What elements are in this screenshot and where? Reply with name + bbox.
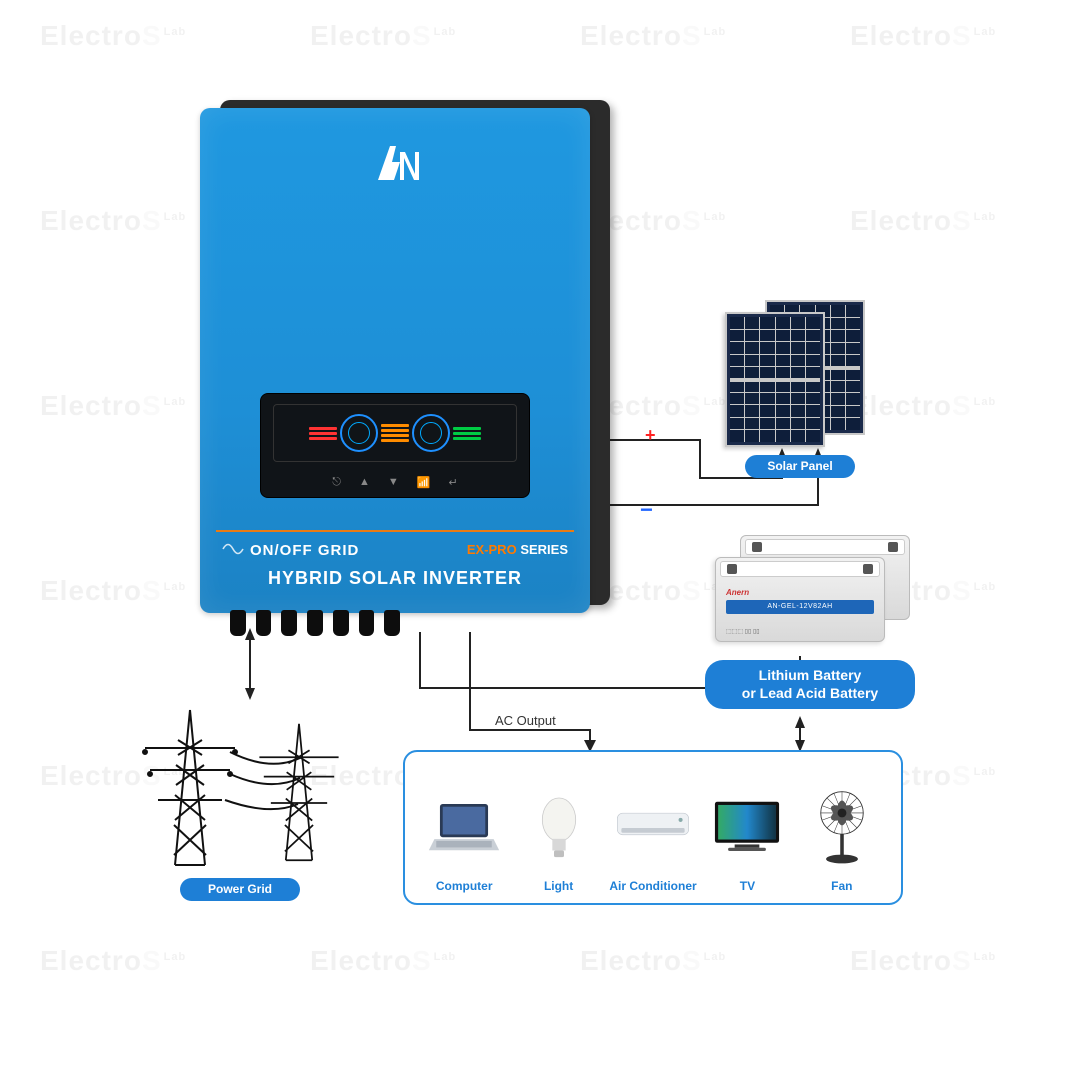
battery-brand: Anern xyxy=(726,588,749,597)
onoff-grid-label: ON/OFF GRID xyxy=(250,542,359,559)
inverter: ⎋ ▲ ▼ 📶 ↵ ON/OFF GRID EX-PRO SERIES HYBR… xyxy=(200,100,600,630)
polarity-plus: + xyxy=(645,425,656,446)
battery-spec: ⬚⬚⬚ ▯▯ ▯▯ xyxy=(726,628,760,635)
solar-panel-icon xyxy=(725,312,825,447)
inverter-front-panel: ⎋ ▲ ▼ 📶 ↵ ON/OFF GRID EX-PRO SERIES HYBR… xyxy=(200,108,590,613)
inverter-display: ⎋ ▲ ▼ 📶 ↵ xyxy=(260,393,530,498)
series-prefix: EX-PRO xyxy=(467,542,517,557)
diagram-stage: ElectroSLabElectroSLabElectroSLabElectro… xyxy=(0,0,1080,1080)
inverter-connectors xyxy=(230,610,400,638)
fan-icon xyxy=(805,783,879,873)
lightbulb-icon xyxy=(522,783,596,873)
power-grid xyxy=(130,700,360,870)
load-fan: Fan xyxy=(795,783,889,893)
load-label: Fan xyxy=(831,879,852,893)
load-label: TV xyxy=(740,879,755,893)
loads-panel: Computer Light xyxy=(403,750,903,905)
sine-wave-icon xyxy=(222,540,244,558)
battery-label-line1: Lithium Battery xyxy=(759,667,862,683)
batteries: Anern AN-GEL-12V82AH ⬚⬚⬚ ▯▯ ▯▯ xyxy=(715,535,915,655)
hybrid-inverter-label: HYBRID SOLAR INVERTER xyxy=(200,568,590,589)
btn-down-icon: ▼ xyxy=(388,476,399,489)
series-suffix: SERIES xyxy=(520,542,568,557)
battery-icon: Anern AN-GEL-12V82AH ⬚⬚⬚ ▯▯ ▯▯ xyxy=(715,557,885,642)
load-label: Air Conditioner xyxy=(609,879,696,893)
btn-up-icon: ▲ xyxy=(359,476,370,489)
load-tv: TV xyxy=(700,783,794,893)
power-grid-label: Power Grid xyxy=(180,878,300,901)
btn-wifi-icon: 📶 xyxy=(417,476,431,489)
air-conditioner-icon xyxy=(616,783,690,873)
battery-label: Lithium Battery or Lead Acid Battery xyxy=(705,660,915,709)
btn-enter-icon: ↵ xyxy=(448,476,457,489)
display-readout xyxy=(273,404,517,462)
brand-logo-icon xyxy=(370,138,420,188)
btn-esc-icon: ⎋ xyxy=(332,476,341,489)
display-buttons: ⎋ ▲ ▼ 📶 ↵ xyxy=(261,476,529,489)
ac-output-label: AC Output xyxy=(495,713,556,728)
series-label: EX-PRO SERIES xyxy=(467,542,568,557)
load-label: Light xyxy=(544,879,573,893)
tv-icon xyxy=(710,783,784,873)
load-label: Computer xyxy=(436,879,493,893)
transmission-tower-icon xyxy=(130,700,360,870)
solar-panel-label: Solar Panel xyxy=(745,455,855,478)
load-light: Light xyxy=(511,783,605,893)
battery-model: AN-GEL-12V82AH xyxy=(726,600,874,614)
load-ac: Air Conditioner xyxy=(606,783,700,893)
inverter-divider xyxy=(216,530,574,532)
solar-panels xyxy=(725,300,880,460)
polarity-minus: − xyxy=(640,497,653,523)
battery-label-line2: or Lead Acid Battery xyxy=(742,685,878,701)
laptop-icon xyxy=(427,783,501,873)
load-computer: Computer xyxy=(417,783,511,893)
